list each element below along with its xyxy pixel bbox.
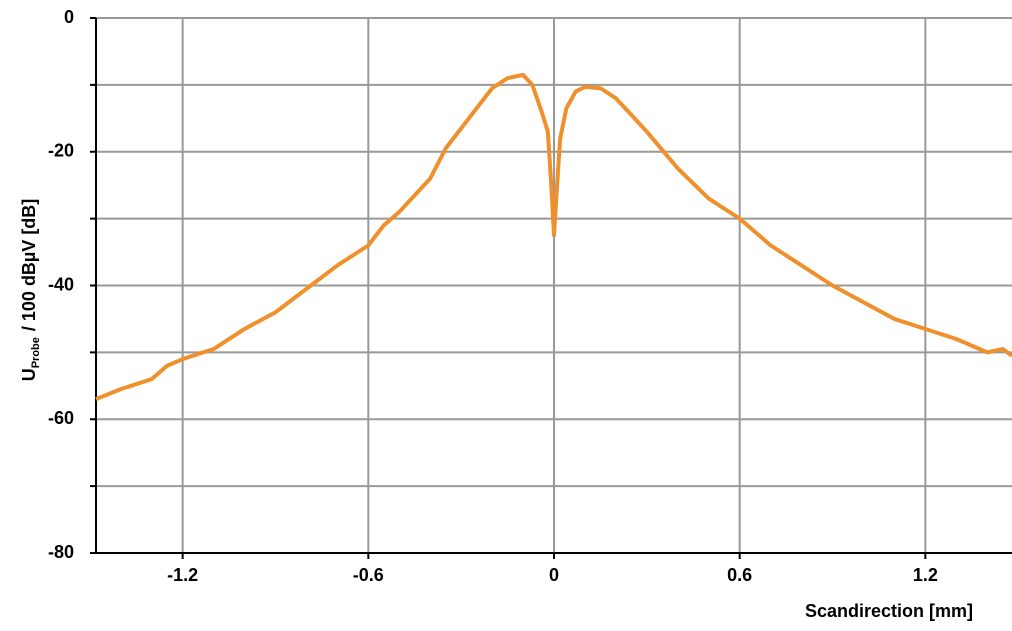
x-tick-label: -0.6: [353, 565, 384, 585]
y-tick-label: -80: [48, 542, 74, 562]
x-tick-label: 0: [549, 565, 559, 585]
y-axis-label: UProbe / 100 dBµV [dB]: [19, 199, 42, 382]
y-axis-label-rest: / 100 dBµV [dB]: [19, 199, 39, 331]
y-tick-label: 0: [64, 7, 74, 27]
y-axis-label-main: U: [19, 368, 39, 381]
y-tick-label: -60: [48, 408, 74, 428]
y-tick-label: -20: [48, 141, 74, 161]
x-tick-label: -1.2: [167, 565, 198, 585]
x-tick-label: 0.6: [727, 565, 752, 585]
data-line: [95, 72, 1012, 402]
x-tick-label: 1.2: [913, 565, 938, 585]
y-tick-label: -40: [48, 274, 74, 294]
y-axis-label-sub: Probe: [30, 337, 42, 368]
x-axis-label: Scandirection [mm]: [805, 601, 973, 621]
